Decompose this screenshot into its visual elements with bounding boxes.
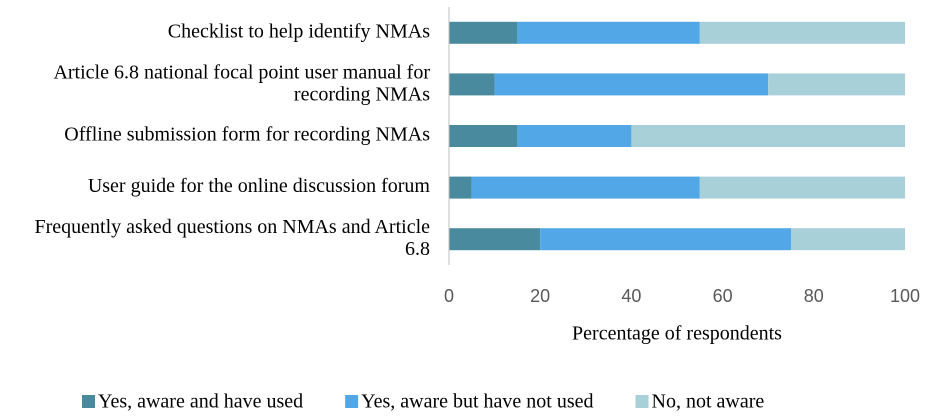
legend-swatch <box>345 395 359 408</box>
y-tick-label: User guide for the online discussion for… <box>88 175 431 197</box>
legend-label: Yes, aware and have used <box>98 391 303 413</box>
x-tick-label: 60 <box>713 286 733 306</box>
bar-segment <box>449 73 495 96</box>
bar-segment <box>517 125 632 147</box>
bar-segment <box>449 228 541 251</box>
bar-segment <box>699 176 905 199</box>
y-tick-label: Checklist to help identify NMAs <box>168 20 430 42</box>
legend-swatch <box>635 395 649 408</box>
bar-segment <box>449 21 518 44</box>
bar-segment <box>517 21 700 44</box>
legend-swatch <box>82 395 95 408</box>
bar-segment <box>471 176 700 199</box>
x-tick-label: 100 <box>890 286 920 306</box>
bar-segment <box>449 125 518 147</box>
x-tick-label: 20 <box>530 286 550 306</box>
bar-segment <box>449 176 472 199</box>
bar-segment <box>494 73 769 96</box>
bar-segment <box>791 228 905 251</box>
x-axis-title: Percentage of respondents <box>572 323 782 345</box>
y-tick-label: Article 6.8 national focal point user ma… <box>53 61 430 105</box>
bar-segment <box>631 125 905 147</box>
y-tick-label: Offline submission form for recording NM… <box>64 124 430 146</box>
bar-segment <box>768 73 905 96</box>
bar-segment <box>540 228 791 251</box>
x-tick-label: 40 <box>621 286 641 306</box>
y-tick-label: Frequently asked questions on NMAs and A… <box>35 216 431 260</box>
x-tick-label: 0 <box>444 286 454 306</box>
bar-segment <box>699 21 905 44</box>
x-tick-label: 80 <box>804 286 824 306</box>
legend-label: No, not aware <box>652 391 765 413</box>
legend-label: Yes, aware but have not used <box>361 391 593 413</box>
